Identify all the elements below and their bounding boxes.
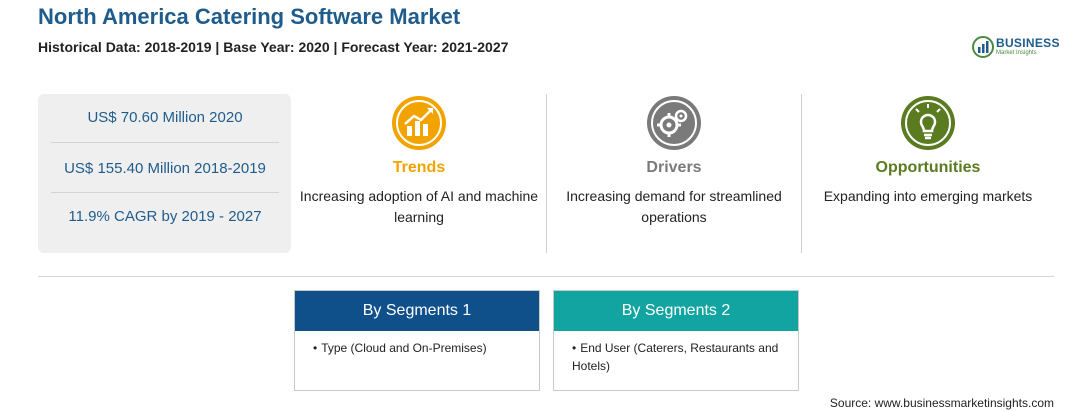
card-divider (546, 94, 547, 253)
trends-card: Trends Increasing adoption of AI and mac… (299, 94, 539, 228)
trends-title: Trends (392, 159, 446, 176)
opportunities-text: Expanding into emerging markets (823, 188, 1033, 204)
segment-1-list: • Type (Cloud and On-Premises) (295, 331, 539, 357)
segment-1-header: By Segments 1 (295, 291, 539, 331)
stat-divider (51, 142, 279, 143)
segment-2-list: • End User (Caterers, Restaurants and Hot… (554, 331, 798, 375)
segment-1-item: Type (Cloud and On-Premises) (321, 341, 487, 355)
stat-historical-size: US$ 155.40 Million 2018-2019 (64, 160, 266, 177)
segment-box-2: By Segments 2 • End User (Caterers, Resta… (553, 290, 799, 391)
market-stats-panel: US$ 70.60 Million 2020 US$ 155.40 Millio… (38, 94, 291, 253)
opportunities-card: Opportunities Expanding into emerging ma… (808, 94, 1048, 207)
drivers-text: Increasing demand for streamlined operat… (566, 188, 782, 225)
drivers-card: Drivers Increasing demand for streamline… (554, 94, 794, 228)
stat-cagr: 11.9% CAGR by 2019 - 2027 (68, 208, 262, 225)
logo-wordmark: BUSINESS (996, 36, 1060, 50)
trends-text: Increasing adoption of AI and machine le… (299, 188, 539, 225)
brand-logo: BUSINESS Market Insights (972, 34, 1062, 60)
drivers-title: Drivers (646, 159, 702, 176)
card-divider (801, 94, 802, 253)
stat-market-size: US$ 70.60 Million 2020 (87, 109, 243, 126)
chart-growth-icon (392, 96, 446, 150)
page-title: North America Catering Software Market (38, 4, 461, 29)
list-item: • Type (Cloud and On-Premises) (313, 341, 487, 355)
segment-2-item: End User (Caterers, Restaurants and Hote… (572, 341, 779, 373)
source-note: Source: www.businessmarketinsights.com (829, 396, 1054, 410)
logo-subtext: Market Insights (996, 50, 1037, 56)
logo-mark-icon (972, 36, 994, 58)
segment-box-1: By Segments 1 • Type (Cloud and On-Premis… (294, 290, 540, 391)
segment-2-header: By Segments 2 (554, 291, 798, 331)
page-subtitle: Historical Data: 2018-2019 | Base Year: … (38, 39, 509, 55)
lightbulb-icon (901, 96, 955, 150)
gears-icon (647, 96, 701, 150)
section-divider (38, 276, 1054, 277)
stat-divider (51, 192, 279, 193)
opportunities-title: Opportunities (875, 159, 981, 176)
list-item: • End User (Caterers, Restaurants and Hot… (572, 341, 779, 373)
